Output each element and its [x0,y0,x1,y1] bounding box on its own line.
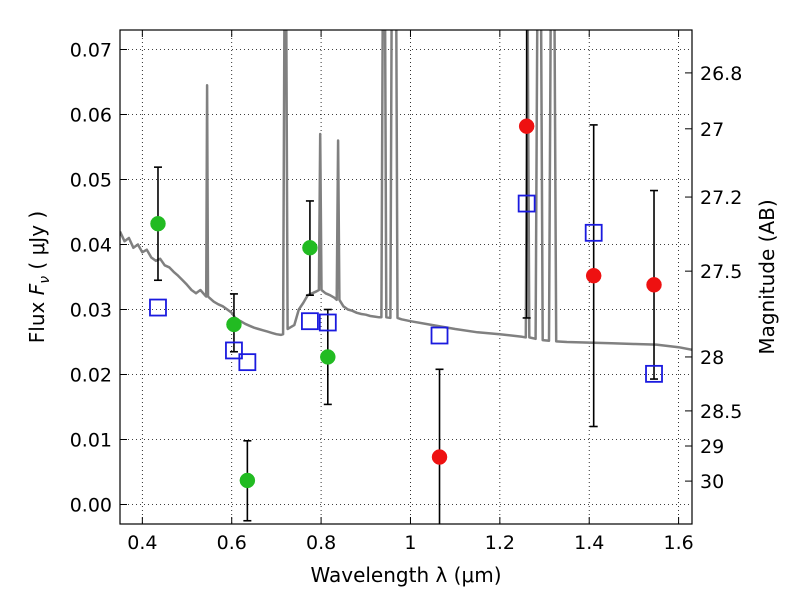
y-tick-label: 0.02 [70,365,112,387]
y2-tick-label: 27.2 [700,187,742,209]
y-tick-label: 0.05 [70,170,112,192]
y-tick-label: 0.07 [70,40,112,62]
plot-frame [119,29,693,525]
axis-ticks [120,30,692,524]
x-tick-label: 0.8 [306,532,336,554]
blue-square-marker [225,341,243,360]
blue-square-marker [318,313,337,332]
green-circle-marker [150,215,166,232]
red-circle-marker [585,267,602,284]
blue-square-marker [517,194,536,213]
red-circle-marker [431,449,448,465]
y-axis-title: Flux Fν ( μJy ) [25,211,53,343]
y2-tick-label: 26.8 [700,63,742,85]
x-tick-label: 1.6 [663,532,693,554]
blue-square-marker [584,223,603,242]
y2-tick-label: 28 [700,347,724,369]
y-tick-label: 0.00 [70,495,112,517]
y2-axis-title: Magnitude (AB) [755,199,779,354]
y-axis-title-prefix: Flux [25,295,49,343]
x-tick-label: 0.4 [127,532,157,554]
y-tick-label: 0.06 [70,105,112,127]
model-spectrum [120,30,692,352]
x-tick-label: 0.6 [217,532,247,554]
green-circle-marker [239,472,256,489]
error-bars [153,30,659,524]
y-axis-title-suffix: ( μJy ) [25,211,49,276]
y2-tick-label: 27 [700,119,724,141]
data-markers [149,118,663,489]
blue-square-marker [149,298,167,317]
y2-tick-label: 28.5 [700,401,742,423]
green-circle-marker [320,349,336,365]
y-tick-label: 0.01 [70,430,112,452]
x-tick-label: 1.4 [574,532,604,554]
y-axis-title-symbol: F [25,283,49,295]
x-axis-title: Wavelength λ (μm) [310,563,501,587]
x-tick-label: 1 [404,532,416,554]
red-circle-marker [518,118,535,134]
y2-tick-label: 29 [700,436,724,458]
y-tick-label: 0.03 [70,300,112,322]
red-circle-marker [646,277,662,293]
tick-labels: 0.4 0.6 0.8 1 1.2 1.4 1.6 0.00 0.01 0.02 0.03 0.04 0… [70,40,743,555]
blue-square-marker [238,353,257,372]
blue-square-marker [645,364,663,383]
y-axis-title-subscript: ν [37,276,53,284]
x-tick-label: 1.2 [485,532,515,554]
model-spectrum-line [120,30,692,352]
y2-tick-label: 30 [700,471,724,493]
green-circle-marker [302,240,318,256]
y-tick-label: 0.04 [70,235,112,257]
green-circle-marker [226,316,242,333]
blue-square-marker [301,312,319,331]
blue-square-marker [430,326,449,345]
grid [120,30,692,524]
y2-tick-label: 27.5 [700,261,742,283]
